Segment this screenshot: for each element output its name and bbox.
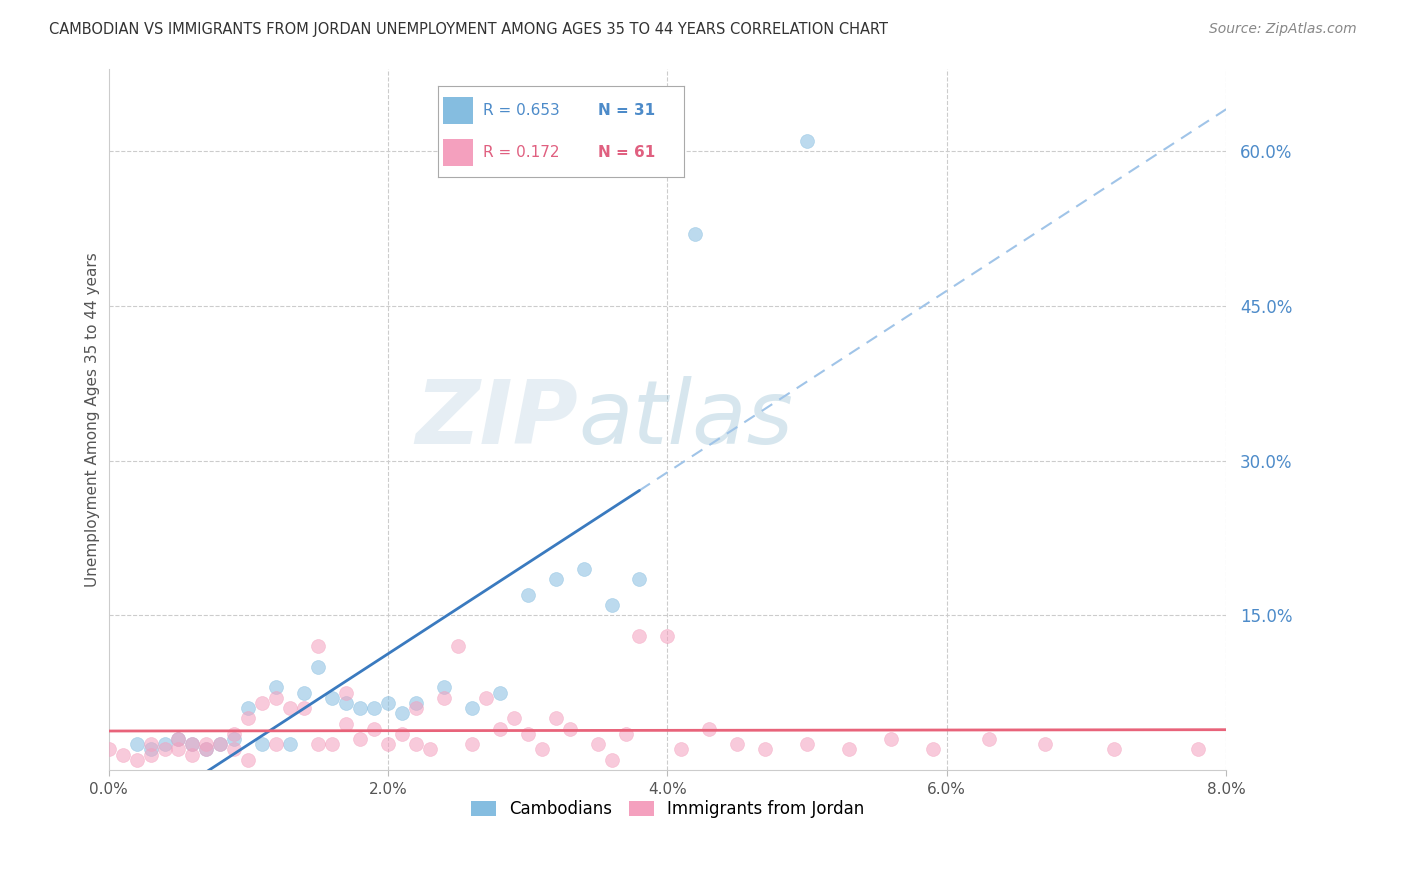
Point <box>153 737 176 751</box>
Point <box>307 737 329 751</box>
Point <box>405 737 427 751</box>
Point <box>628 572 651 586</box>
Point <box>405 696 427 710</box>
Point <box>754 742 776 756</box>
Point <box>224 732 246 747</box>
Point <box>377 696 399 710</box>
Point <box>224 742 246 756</box>
Text: CAMBODIAN VS IMMIGRANTS FROM JORDAN UNEMPLOYMENT AMONG AGES 35 TO 44 YEARS CORRE: CAMBODIAN VS IMMIGRANTS FROM JORDAN UNEM… <box>49 22 889 37</box>
Point <box>391 727 413 741</box>
Point <box>167 732 190 747</box>
Point <box>181 747 204 762</box>
Point <box>209 737 232 751</box>
Text: Source: ZipAtlas.com: Source: ZipAtlas.com <box>1209 22 1357 37</box>
Point <box>363 701 385 715</box>
Point <box>461 701 484 715</box>
Point <box>977 732 1000 747</box>
Point <box>516 588 538 602</box>
Point <box>97 742 120 756</box>
Point <box>195 742 218 756</box>
Point <box>139 737 162 751</box>
Point <box>238 711 260 725</box>
Text: atlas: atlas <box>578 376 793 462</box>
Point <box>516 727 538 741</box>
Point <box>125 753 148 767</box>
Point <box>238 753 260 767</box>
Point <box>1187 742 1209 756</box>
Point <box>488 722 510 736</box>
Point <box>838 742 860 756</box>
Point <box>614 727 637 741</box>
Point <box>335 685 357 699</box>
Point <box>377 737 399 751</box>
Point <box>657 629 679 643</box>
Point <box>349 732 371 747</box>
Point <box>502 711 524 725</box>
Point <box>433 681 456 695</box>
Point <box>264 737 287 751</box>
Point <box>252 696 274 710</box>
Point <box>292 685 315 699</box>
Point <box>697 722 720 736</box>
Point <box>167 742 190 756</box>
Point <box>685 227 707 241</box>
Point <box>195 737 218 751</box>
Point <box>405 701 427 715</box>
Point <box>600 753 623 767</box>
Point <box>391 706 413 721</box>
Point <box>349 701 371 715</box>
Point <box>111 747 134 762</box>
Point <box>921 742 943 756</box>
Point <box>153 742 176 756</box>
Point <box>725 737 748 751</box>
Legend: Cambodians, Immigrants from Jordan: Cambodians, Immigrants from Jordan <box>464 794 870 825</box>
Point <box>1033 737 1056 751</box>
Point <box>238 701 260 715</box>
Point <box>488 685 510 699</box>
Point <box>544 572 567 586</box>
Point <box>224 727 246 741</box>
Point <box>264 690 287 705</box>
Point <box>461 737 484 751</box>
Point <box>181 737 204 751</box>
Point <box>544 711 567 725</box>
Point <box>600 598 623 612</box>
Point <box>433 690 456 705</box>
Point <box>139 747 162 762</box>
Text: ZIP: ZIP <box>415 376 578 463</box>
Point <box>195 742 218 756</box>
Point <box>475 690 498 705</box>
Point <box>139 742 162 756</box>
Point <box>530 742 553 756</box>
Point <box>586 737 609 751</box>
Point <box>209 737 232 751</box>
Point <box>125 737 148 751</box>
Point <box>363 722 385 736</box>
Point <box>321 690 343 705</box>
Point <box>419 742 441 756</box>
Point <box>264 681 287 695</box>
Point <box>307 639 329 653</box>
Point <box>572 562 595 576</box>
Point <box>167 732 190 747</box>
Point <box>181 737 204 751</box>
Point <box>321 737 343 751</box>
Point <box>278 701 301 715</box>
Point <box>671 742 693 756</box>
Point <box>796 737 818 751</box>
Point <box>558 722 581 736</box>
Y-axis label: Unemployment Among Ages 35 to 44 years: Unemployment Among Ages 35 to 44 years <box>86 252 100 587</box>
Point <box>278 737 301 751</box>
Point <box>335 696 357 710</box>
Point <box>292 701 315 715</box>
Point <box>307 660 329 674</box>
Point <box>335 716 357 731</box>
Point <box>880 732 903 747</box>
Point <box>447 639 470 653</box>
Point <box>252 737 274 751</box>
Point <box>628 629 651 643</box>
Point <box>1104 742 1126 756</box>
Point <box>796 134 818 148</box>
